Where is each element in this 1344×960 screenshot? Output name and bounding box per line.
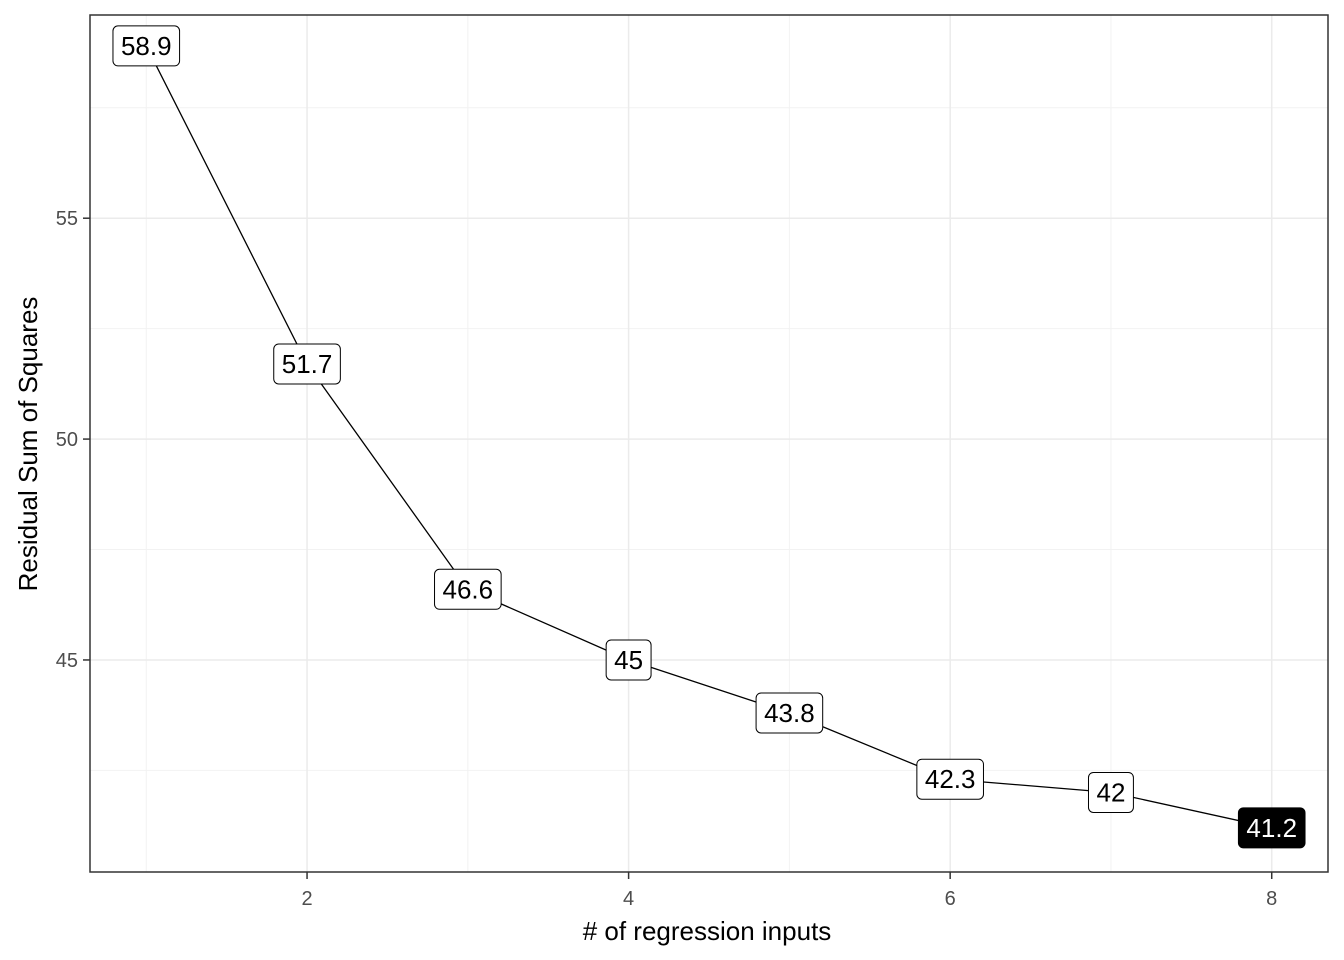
data-label-text: 58.9 xyxy=(121,31,172,61)
data-label: 46.6 xyxy=(434,568,502,610)
data-label: 58.9 xyxy=(112,25,181,67)
y-tick-label: 55 xyxy=(56,208,78,230)
data-label-text: 41.2 xyxy=(1246,813,1297,843)
data-label-text: 42 xyxy=(1096,777,1125,807)
y-axis-title: Residual Sum of Squares xyxy=(13,297,43,592)
data-label-box xyxy=(434,568,502,610)
data-label-box xyxy=(1237,807,1306,849)
data-label-box xyxy=(273,343,341,385)
data-label-text: 43.8 xyxy=(764,698,815,728)
data-label-box xyxy=(605,639,652,681)
x-tick-label: 8 xyxy=(1266,888,1277,910)
data-label-box xyxy=(755,692,824,734)
data-label-text: 45 xyxy=(614,645,643,675)
x-tick-label: 4 xyxy=(623,888,634,910)
x-tick-label: 2 xyxy=(301,888,312,910)
data-label: 42.3 xyxy=(916,758,984,800)
data-label: 51.7 xyxy=(273,343,341,385)
series-line xyxy=(145,45,1272,829)
data-label: 41.2 xyxy=(1237,807,1306,849)
grid-minor xyxy=(90,15,1328,872)
y-tick-label: 45 xyxy=(56,650,78,672)
y-axis-ticks: 45 50 55 xyxy=(56,208,90,672)
panel-border xyxy=(89,14,1329,873)
data-label-box xyxy=(1087,771,1134,813)
data-label: 45 xyxy=(605,639,652,681)
data-label-text: 46.6 xyxy=(443,574,494,604)
x-axis-title: # of regression inputs xyxy=(583,916,832,946)
grid-major xyxy=(90,15,1328,872)
data-label-text: 51.7 xyxy=(282,349,333,379)
y-tick-label: 50 xyxy=(56,429,78,451)
data-label-text: 42.3 xyxy=(925,764,976,794)
data-label: 43.8 xyxy=(755,692,824,734)
x-axis-ticks: 2 4 6 8 xyxy=(301,872,1277,910)
series-line-path xyxy=(145,45,1272,829)
data-label-box xyxy=(916,758,984,800)
data-label: 42 xyxy=(1087,771,1134,813)
x-tick-label: 6 xyxy=(945,888,956,910)
data-labels: 58.9 51.7 46.6 45 43.8 42.3 42 41.2 xyxy=(112,25,1306,849)
data-label-box xyxy=(112,25,181,67)
